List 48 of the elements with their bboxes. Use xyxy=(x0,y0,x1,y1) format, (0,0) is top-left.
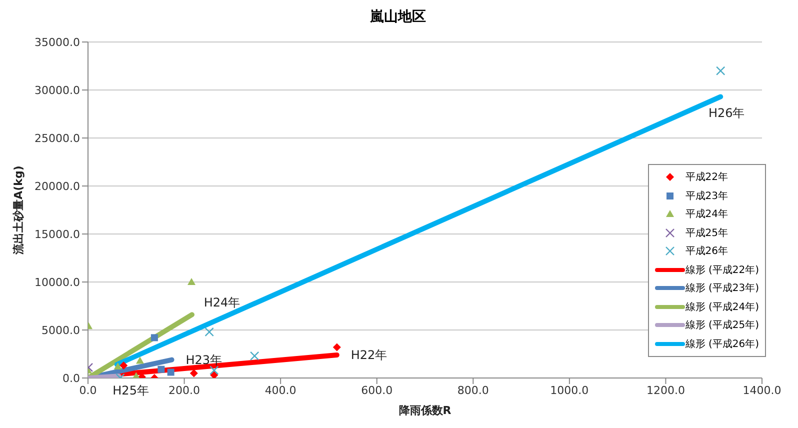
point xyxy=(204,327,214,337)
point xyxy=(188,278,196,285)
x-axis-title: 降雨係数R xyxy=(398,404,452,417)
annotation: H23年 xyxy=(186,353,222,368)
x-tick-label: 1000.0 xyxy=(550,384,589,397)
point xyxy=(210,366,219,375)
legend-label: 線形 (平成26年) xyxy=(685,338,759,351)
legend-label: 線形 (平成24年) xyxy=(685,300,759,314)
y-tick-label: 5000.0 xyxy=(42,324,80,337)
point xyxy=(210,371,218,378)
y-tick-label: 10000.0 xyxy=(34,276,80,289)
y-tick-label: 0.0 xyxy=(62,372,80,385)
x-tick-label: 400.0 xyxy=(264,384,296,397)
point xyxy=(136,356,144,364)
legend-label: 平成23年 xyxy=(685,190,728,203)
y-axis-title: 流出土砂量A(kg) xyxy=(12,166,25,256)
annotation: H24年 xyxy=(204,296,240,310)
point xyxy=(120,362,128,370)
annotation: H22年 xyxy=(350,348,388,362)
x-tick-label: 800.0 xyxy=(457,384,489,397)
legend-label: 平成25年 xyxy=(685,226,728,240)
x-tick-label: 1400.0 xyxy=(742,384,782,397)
point xyxy=(716,66,726,76)
legend-label: 線形 (平成23年) xyxy=(685,282,759,296)
point xyxy=(158,366,165,373)
point xyxy=(150,334,158,342)
chart-title: 嵐山地区 xyxy=(369,8,427,27)
point xyxy=(114,362,122,370)
point xyxy=(190,369,198,378)
x-tick-label: 1200.0 xyxy=(646,384,685,397)
point xyxy=(250,351,260,361)
legend-label: 線形 (平成25年) xyxy=(685,318,759,332)
x-tick-label: 200.0 xyxy=(168,384,200,397)
legend-label: 線形 (平成22年) xyxy=(685,264,759,277)
y-tick-label: 25000.0 xyxy=(34,132,80,145)
point xyxy=(167,368,174,376)
legend-label: 平成24年 xyxy=(685,208,728,222)
y-tick-label: 30000.0 xyxy=(34,84,80,97)
point xyxy=(332,343,341,352)
y-tick-label: 35000.0 xyxy=(34,36,80,49)
legend-label: 平成26年 xyxy=(685,244,728,258)
legend-label: 平成22年 xyxy=(685,170,728,184)
y-tick-label: 15000.0 xyxy=(34,228,80,241)
annotation: H26年 xyxy=(708,106,745,120)
x-tick-label: 600.0 xyxy=(361,384,393,397)
y-tick-label: 20000.0 xyxy=(34,180,80,193)
x-tick-label: 0.0 xyxy=(79,384,97,397)
text: H25年 xyxy=(112,384,149,398)
